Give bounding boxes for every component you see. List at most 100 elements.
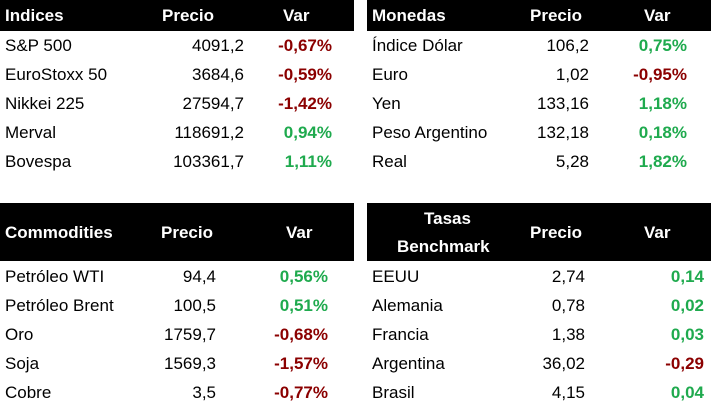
cell-var: -0,29 [665,353,704,373]
table-indices: Indices Precio Var S&P 500 4091,2 -0,67%… [0,0,354,180]
cell-precio: 1,38 [551,324,585,344]
table-row: Brasil 4,15 0,04 [367,378,711,407]
table-row: Índice Dólar 106,2 0,75% [367,31,711,60]
table-row: Nikkei 225 27594,7 -1,42% [0,89,354,118]
table-row: Soja 1569,3 -1,57% [0,349,354,378]
cell-precio: 36,02 [542,353,585,373]
table-row: Petróleo WTI 94,4 0,56% [0,262,354,291]
table-row: Merval 118691,2 0,94% [0,118,354,147]
cell-name: Brasil [372,382,415,402]
header-name-line1: Tasas [424,209,471,228]
table-row: Argentina 36,02 -0,29 [367,349,711,378]
cell-name: Soja [5,353,40,373]
cell-name: Índice Dólar [372,35,463,55]
cell-name: Peso Argentino [372,122,488,142]
header-var: Var [286,223,313,242]
cell-var: -0,68% [274,324,328,344]
cell-name: Argentina [372,353,445,373]
cell-var: -0,59% [278,64,332,84]
cell-name: Nikkei 225 [5,93,85,113]
cell-precio: 1569,3 [164,353,216,373]
cell-precio: 0,78 [551,295,585,315]
table-row: Real 5,28 1,82% [367,147,711,176]
cell-precio: 106,2 [546,35,589,55]
table-row: Alemania 0,78 0,02 [367,291,711,320]
cell-precio: 3684,6 [192,64,244,84]
header-precio: Precio [530,6,582,25]
table-monedas: Monedas Precio Var Índice Dólar 106,2 0,… [367,0,715,180]
header-var: Var [283,6,310,25]
table-tasas-benchmark: Tasas Benchmark Precio Var EEUU 2,74 0,1… [367,203,715,407]
cell-precio: 94,4 [182,266,216,286]
table-row: Petróleo Brent 100,5 0,51% [0,291,354,320]
cell-precio: 103361,7 [173,151,244,171]
cell-var: 0,56% [279,266,328,286]
cell-name: S&P 500 [5,35,72,55]
cell-precio: 100,5 [173,295,216,315]
table-commodities: Commodities Precio Var Petróleo WTI 94,4… [0,203,354,407]
cell-precio: 118691,2 [174,122,244,142]
cell-var: -1,57% [274,353,328,373]
cell-precio: 133,16 [537,93,589,113]
cell-name: Petróleo WTI [5,266,105,286]
cell-var: 0,02 [670,295,704,315]
cell-precio: 1759,7 [164,324,216,344]
cell-var: 0,18% [638,122,687,142]
table-row: Francia 1,38 0,03 [367,320,711,349]
cell-precio: 4091,2 [192,35,244,55]
header-name-line2: Benchmark [397,237,490,256]
cell-precio: 1,02 [555,64,589,84]
cell-precio: 3,5 [192,382,216,402]
cell-var: 0,75% [638,35,687,55]
cell-var: -0,95% [633,64,687,84]
cell-name: Alemania [372,295,443,315]
header-name: Indices [5,6,64,25]
header-precio: Precio [161,223,213,242]
header-name: Monedas [372,6,446,25]
cell-precio: 2,74 [551,266,585,286]
table-row: Peso Argentino 132,18 0,18% [367,118,711,147]
cell-var: 0,04 [670,382,704,402]
cell-name: Francia [372,324,429,344]
cell-var: 1,82% [638,151,687,171]
table-row: Euro 1,02 -0,95% [367,60,711,89]
cell-name: Real [372,151,407,171]
cell-name: Bovespa [5,151,72,171]
table-row: Cobre 3,5 -0,77% [0,378,354,407]
cell-precio: 132,18 [537,122,589,142]
header-var: Var [644,223,671,242]
cell-precio: 27594,7 [182,93,244,113]
header-name: Commodities [5,223,113,242]
table-row: EuroStoxx 50 3684,6 -0,59% [0,60,354,89]
cell-var: -0,77% [274,382,328,402]
cell-var: 0,51% [279,295,328,315]
cell-var: 0,14 [670,266,704,286]
cell-name: Oro [5,324,34,344]
table-row: Yen 133,16 1,18% [367,89,711,118]
cell-precio: 5,28 [555,151,589,171]
header-var: Var [644,6,671,25]
cell-var: 1,11% [284,151,332,171]
table-row: Bovespa 103361,7 1,11% [0,147,354,176]
cell-precio: 4,15 [551,382,585,402]
header-precio: Precio [530,223,582,242]
cell-name: EEUU [372,266,420,286]
cell-var: 1,18% [638,93,687,113]
table-row: EEUU 2,74 0,14 [367,262,711,291]
table-row: Oro 1759,7 -0,68% [0,320,354,349]
cell-name: Euro [372,64,408,84]
cell-name: Petróleo Brent [5,295,114,315]
cell-var: 0,03 [670,324,704,344]
table-header: Indices Precio Var [0,0,354,31]
cell-name: EuroStoxx 50 [5,64,108,84]
table-header: Commodities Precio Var [0,203,354,261]
cell-var: 0,94% [283,122,332,142]
table-row: S&P 500 4091,2 -0,67% [0,31,354,60]
table-header: Monedas Precio Var [367,0,711,31]
cell-name: Cobre [5,382,52,402]
header-precio: Precio [162,6,214,25]
table-header: Tasas Benchmark Precio Var [367,203,711,261]
cell-name: Merval [5,122,57,142]
cell-name: Yen [372,93,401,113]
cell-var: -0,67% [278,35,332,55]
